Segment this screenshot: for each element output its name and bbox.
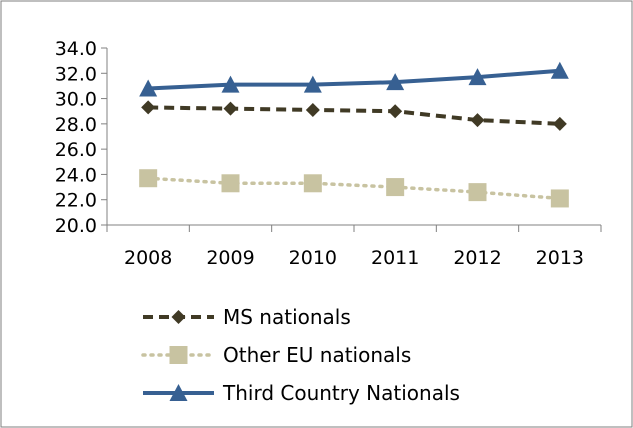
x-tick-label: 2010 <box>289 247 337 269</box>
series-line <box>148 105 560 126</box>
series-third-country-nationals <box>139 61 569 97</box>
series-line <box>148 68 560 91</box>
y-tick-label: 22.0 <box>55 190 97 212</box>
y-tick-label: 34.0 <box>55 38 97 60</box>
data-point <box>550 189 569 208</box>
legend-marker <box>171 310 186 324</box>
y-tick-label: 32.0 <box>55 63 97 85</box>
data-point <box>141 100 156 115</box>
data-point <box>139 79 158 97</box>
legend-marker <box>169 346 188 364</box>
x-tick-label: 2011 <box>371 247 419 269</box>
y-tick-label: 30.0 <box>55 89 97 111</box>
data-point <box>303 174 322 193</box>
legend-marker <box>169 384 188 401</box>
x-tick-label: 2008 <box>124 247 172 269</box>
legend-label: MS nationals <box>223 305 351 329</box>
data-point <box>468 183 487 202</box>
legend-item: Other EU nationals <box>141 343 411 367</box>
data-point <box>221 75 240 93</box>
axes: 20.0 22.0 24.0 26.0 28.0 30.0 32.0 34.0 2008 2009… <box>55 38 602 269</box>
data-point <box>388 104 403 119</box>
x-tick-label: 2013 <box>536 247 584 269</box>
data-point <box>386 178 405 197</box>
series-ms-nationals <box>141 100 567 131</box>
plot-area <box>139 61 569 208</box>
data-point <box>139 169 158 188</box>
y-tick-label: 20.0 <box>55 215 97 237</box>
legend-label: Other EU nationals <box>223 343 411 367</box>
data-point <box>305 102 320 117</box>
series-line <box>146 176 562 201</box>
data-point <box>303 75 322 93</box>
y-tick-label: 24.0 <box>55 164 97 186</box>
data-point <box>550 61 569 79</box>
data-point <box>386 73 405 91</box>
data-point <box>470 113 485 128</box>
legend: MS nationals Other EU nationals Third Coun… <box>141 305 460 405</box>
legend-item: Third Country Nationals <box>143 381 460 405</box>
data-point <box>221 174 240 193</box>
series-other-eu-nationals <box>139 169 569 208</box>
x-tick-label: 2009 <box>206 247 254 269</box>
data-point <box>552 116 567 131</box>
y-tick-label: 28.0 <box>55 114 97 136</box>
data-point <box>223 101 238 116</box>
y-tick-label: 26.0 <box>55 139 97 161</box>
x-tick-label: 2012 <box>453 247 501 269</box>
legend-item: MS nationals <box>143 305 351 329</box>
legend-label: Third Country Nationals <box>222 381 460 405</box>
data-point <box>468 68 487 86</box>
